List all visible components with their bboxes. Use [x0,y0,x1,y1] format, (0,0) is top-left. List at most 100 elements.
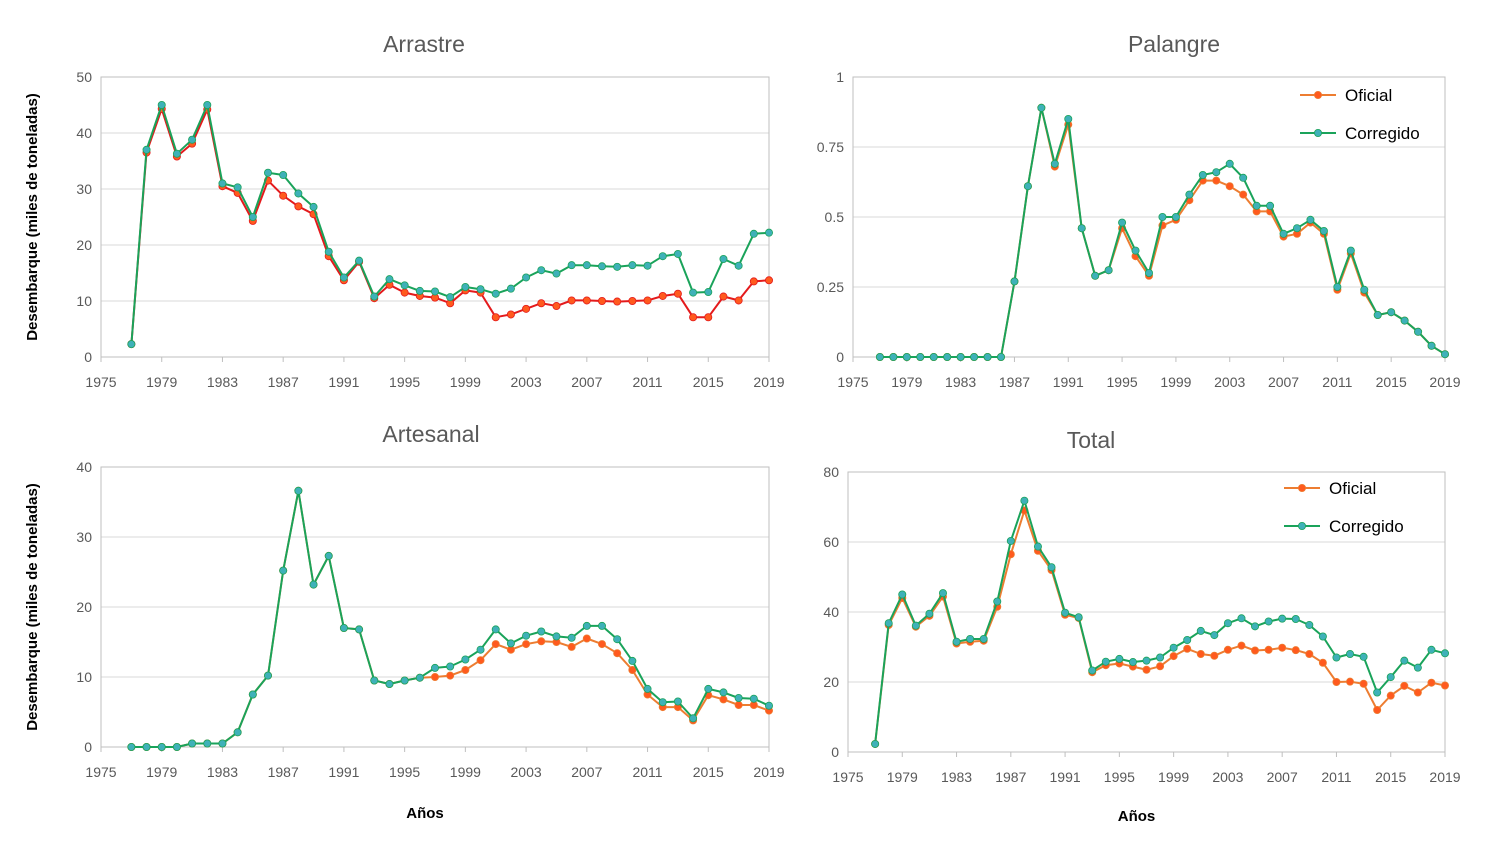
series-line-oficial [879,106,1446,358]
legend-label: Oficial [1345,86,1392,105]
data-point-corregido [658,698,667,707]
data-point-corregido [598,262,607,271]
data-point-corregido [1128,658,1137,667]
data-point-oficial [552,302,561,311]
x-tick-label: 1999 [450,374,481,390]
data-point-corregido [1319,226,1328,235]
data-point-corregido [157,101,166,110]
data-point-corregido [324,551,333,560]
data-point-corregido [628,261,637,270]
chart-title: Arrastre [383,31,465,57]
data-point-corregido [749,229,758,238]
x-tick-label: 1975 [832,769,863,785]
data-point-corregido [1131,246,1140,255]
x-tick-label: 2011 [632,764,662,780]
data-point-corregido [1359,652,1368,661]
data-point-oficial [1427,678,1436,687]
data-point-corregido [1118,218,1127,227]
x-tick-label: 1995 [389,764,420,780]
data-point-oficial [1386,691,1395,700]
data-point-corregido [400,281,409,290]
data-point-corregido [1346,650,1355,659]
data-point-oficial [1237,641,1246,650]
data-point-corregido [1196,626,1205,635]
data-point-corregido [993,597,1002,606]
data-point-corregido [1115,654,1124,663]
data-point-corregido [1252,201,1261,210]
data-point-corregido [263,671,272,680]
data-point-corregido [339,273,348,282]
x-tick-label: 2015 [1375,769,1406,785]
data-point-corregido [218,179,227,188]
y-tick-label: 0 [831,744,839,760]
x-tick-label: 2011 [632,374,662,390]
x-tick-label: 2019 [1429,769,1460,785]
data-point-corregido [203,739,212,748]
data-point-corregido [567,633,576,642]
data-point-corregido [765,701,774,710]
data-point-corregido [1037,103,1046,112]
data-point-corregido [749,694,758,703]
series-line-corregido [130,104,770,345]
chart-panel-3: 0 10 20 30 40 1975 1979 1983 1987 1991 1995 1999 200… [24,421,785,822]
y-tick-label: 20 [76,237,92,253]
data-point-oficial [1251,646,1260,655]
x-tick-label: 2007 [1268,374,1299,390]
x-tick-label: 1995 [389,374,420,390]
data-point-corregido [1223,619,1232,628]
y-axis-title: Desembarque (miles de toneladas) [24,93,41,341]
data-point-corregido [613,262,622,271]
data-point-corregido [658,252,667,261]
data-point-corregido [172,743,181,752]
data-point-oficial [658,291,667,300]
y-tick-label: 40 [76,125,92,141]
data-point-corregido [294,189,303,198]
y-tick-label: 20 [76,599,92,615]
data-point-oficial [537,637,546,646]
legend-label: Corregido [1329,517,1404,536]
data-point-corregido [127,743,136,752]
data-point-corregido [1293,224,1302,233]
data-point-corregido [689,714,698,723]
data-point-corregido [689,288,698,297]
data-point-corregido [309,202,318,211]
data-point-oficial [1223,645,1232,654]
data-point-corregido [355,625,364,634]
data-point-oficial [1291,646,1300,655]
data-point-corregido [1183,636,1192,645]
x-tick-label: 1999 [1160,374,1191,390]
data-point-corregido [952,637,961,646]
x-tick-label: 1979 [887,769,918,785]
data-point-corregido [1427,341,1436,350]
x-axis-title: Años [406,805,444,822]
data-point-corregido [884,619,893,628]
data-point-corregido [1305,620,1314,629]
data-point-corregido [1077,224,1086,233]
legend-swatch-marker [1298,522,1307,531]
data-point-corregido [491,289,500,298]
data-point-oficial [628,296,637,305]
x-tick-label: 1979 [891,374,922,390]
x-tick-label: 2015 [693,374,724,390]
data-point-corregido [233,183,242,192]
data-point-corregido [552,632,561,641]
data-point-corregido [537,266,546,275]
data-point-oficial [1225,182,1234,191]
data-point-oficial [476,656,485,665]
data-point-oficial [734,296,743,305]
data-point-corregido [1333,282,1342,291]
data-point-corregido [1158,212,1167,221]
x-tick-label: 1983 [207,374,238,390]
data-point-oficial [598,296,607,305]
x-tick-label: 2003 [1212,769,1243,785]
data-point-corregido [1101,657,1110,666]
y-tick-label: 1 [836,69,844,85]
data-point-corregido [765,228,774,237]
x-axis-title: Años [1118,808,1156,825]
data-point-corregido [1373,310,1382,319]
data-point-corregido [929,352,938,361]
data-point-corregido [889,352,898,361]
data-point-corregido [983,352,992,361]
y-tick-label: 0.5 [825,209,845,225]
data-point-oficial [567,296,576,305]
